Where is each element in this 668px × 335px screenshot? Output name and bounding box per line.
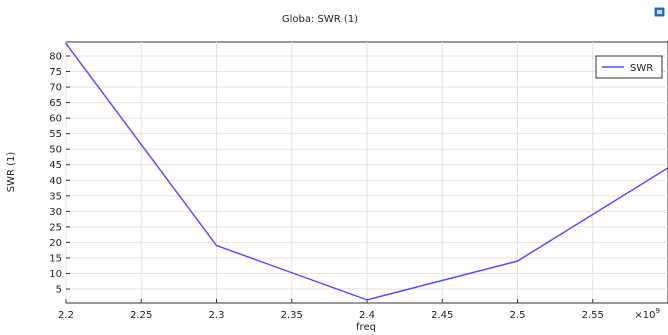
y-tick-label: 10 bbox=[49, 269, 62, 280]
x-tick-label: 2.45 bbox=[431, 310, 453, 321]
y-tick-label: 35 bbox=[49, 191, 62, 202]
y-tick-label: 15 bbox=[49, 253, 62, 264]
y-tick-label: 20 bbox=[49, 238, 62, 249]
data-point bbox=[65, 42, 67, 45]
x-tick-label: 2.5 bbox=[510, 310, 526, 321]
x-axis-label: freq bbox=[356, 322, 376, 333]
x-tick-label: 2.35 bbox=[281, 310, 303, 321]
legend-box bbox=[595, 55, 663, 79]
y-axis-ticks: 5 10 15 20 25 30 35 40 45 50 55 60 65 70 75 80 bbox=[49, 51, 70, 296]
y-tick-label: 5 bbox=[56, 285, 62, 296]
data-point bbox=[366, 299, 368, 301]
y-tick-label: 40 bbox=[49, 176, 62, 187]
x-tick-label: 2.2 bbox=[58, 310, 74, 321]
y-tick-label: 70 bbox=[49, 83, 62, 94]
legend-label-swr: SWR bbox=[630, 63, 653, 74]
x-axis-multiplier-base: ×10 bbox=[634, 310, 655, 321]
y-tick-label: 80 bbox=[49, 51, 62, 62]
chart-title: Globa: SWR (1) bbox=[282, 14, 358, 25]
x-tick-label: 2.3 bbox=[209, 310, 225, 321]
legend: SWR bbox=[595, 55, 663, 79]
y-tick-label: 50 bbox=[49, 145, 62, 156]
data-point bbox=[215, 244, 218, 247]
x-axis-ticks: 2.2 2.25 2.3 2.35 2.4 2.45 2.5 2.55 bbox=[58, 299, 604, 321]
x-tick-label: 2.4 bbox=[359, 310, 375, 321]
x-tick-label: 2.25 bbox=[130, 310, 152, 321]
x-axis-multiplier: ×109 bbox=[634, 307, 660, 321]
y-tick-label: 60 bbox=[49, 114, 62, 125]
y-tick-label: 55 bbox=[49, 129, 62, 140]
y-tick-label: 75 bbox=[49, 67, 62, 78]
y-axis-label: SWR (1) bbox=[6, 152, 17, 193]
x-axis-multiplier-exponent: 9 bbox=[656, 307, 660, 315]
y-tick-label: 45 bbox=[49, 160, 62, 171]
grid-lines bbox=[65, 42, 668, 303]
y-tick-label: 65 bbox=[49, 98, 62, 109]
y-tick-label: 30 bbox=[49, 207, 62, 218]
x-tick-label: 2.55 bbox=[582, 310, 604, 321]
data-point bbox=[516, 260, 519, 262]
y-tick-label: 25 bbox=[49, 222, 62, 233]
plot-window-icon[interactable] bbox=[654, 7, 665, 17]
